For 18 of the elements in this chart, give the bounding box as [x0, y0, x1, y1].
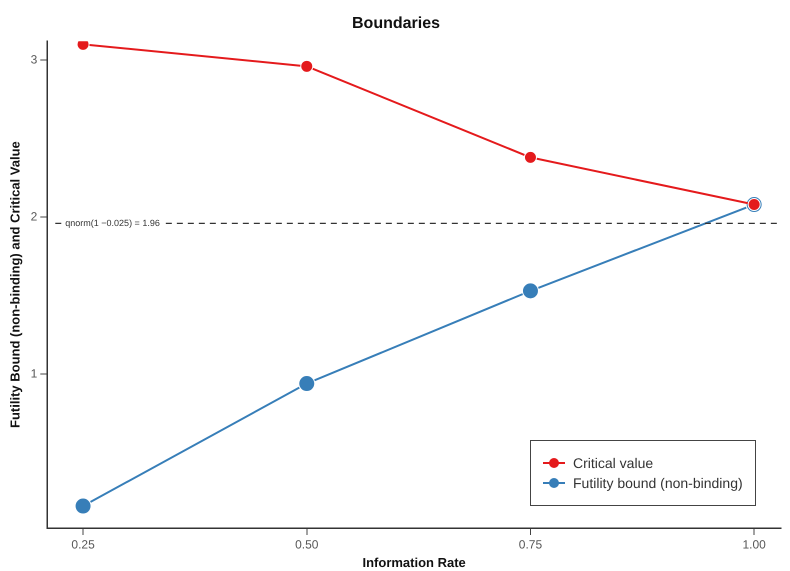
- y-tick-label: 1: [30, 366, 38, 380]
- point: [298, 375, 316, 392]
- chart-title: Boundaries: [352, 15, 440, 32]
- x-tick-label: 0.75: [518, 538, 542, 552]
- y-tick-label: 3: [30, 52, 38, 66]
- legend-label: Futility bound (non-binding): [573, 475, 743, 491]
- y-tick-label: 2: [30, 209, 38, 224]
- point: [300, 60, 314, 73]
- legend-label: Critical value: [573, 455, 654, 471]
- x-axis-title: Information Rate: [362, 554, 466, 570]
- x-tick-label: 1.00: [742, 538, 766, 552]
- point: [522, 282, 539, 300]
- ref-line-label: qnorm(1 −0.025) = 1.96: [65, 218, 160, 228]
- point: [524, 150, 537, 164]
- y-axis-title: Futility Bound (non-binding) and Critical Value: [7, 141, 22, 428]
- point: [74, 498, 92, 515]
- x-tick-label: 0.25: [71, 538, 96, 552]
- x-tick-label: 0.50: [295, 538, 319, 552]
